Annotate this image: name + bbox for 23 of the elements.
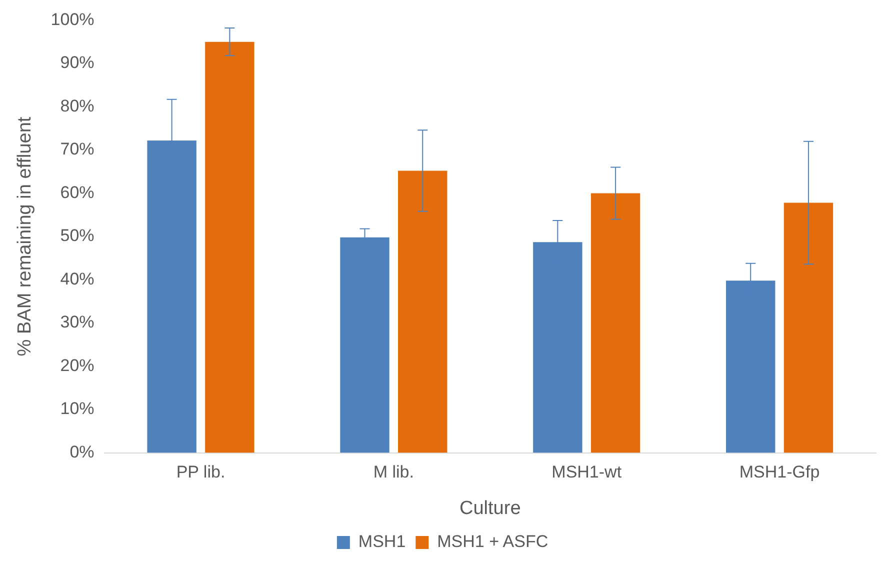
- x-tick-label: PP lib.: [176, 462, 226, 482]
- y-tick-label: 0%: [70, 442, 94, 462]
- legend-label: MSH1 + ASFC: [437, 532, 548, 552]
- x-tick-label: M lib.: [373, 462, 414, 482]
- y-tick-label: 20%: [60, 356, 94, 375]
- y-tick-label: 50%: [60, 226, 94, 246]
- legend-label: MSH1: [358, 532, 406, 552]
- bar: [590, 193, 640, 453]
- y-tick-label: 40%: [60, 269, 94, 288]
- bar: [398, 170, 448, 453]
- y-tick-label: 60%: [60, 182, 94, 202]
- y-tick-label: 10%: [60, 399, 94, 418]
- y-tick-label: 100%: [50, 10, 94, 29]
- y-tick-label: 90%: [60, 53, 94, 72]
- y-tick-label: 70%: [60, 140, 94, 159]
- y-tick-label: 80%: [60, 96, 94, 116]
- x-axis-title: Culture: [460, 498, 521, 519]
- bar: [784, 202, 834, 453]
- x-tick-label: MSH1-wt: [552, 462, 622, 482]
- y-axis-title: % BAM remaining in effluent: [14, 116, 36, 356]
- y-tick-label: 30%: [60, 312, 94, 332]
- bar: [205, 42, 254, 453]
- x-tick-label: MSH1-Gfp: [739, 462, 820, 482]
